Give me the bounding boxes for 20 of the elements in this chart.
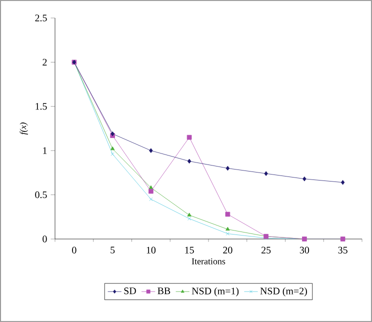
- y-tick-label: 0.5: [35, 191, 47, 198]
- y-tick-label: 1.5: [36, 103, 47, 110]
- x-tick-label: 20: [223, 246, 232, 254]
- y-axis-title: f(x): [20, 122, 28, 135]
- y-tick-label: 1: [43, 147, 47, 154]
- y-tick-label: 2.5: [35, 14, 47, 22]
- legend-label: BB: [158, 288, 170, 294]
- x-tick-label: 10: [146, 246, 156, 254]
- x-axis-title: Iterations: [192, 258, 226, 264]
- x-tick-label: 5: [110, 246, 115, 254]
- legend-label: NSD (m=1): [192, 287, 239, 296]
- legend-label: SD: [124, 288, 136, 294]
- x-tick-label: 25: [262, 246, 271, 254]
- x-tick-label: 15: [185, 246, 194, 254]
- x-tick-label: 0: [72, 246, 76, 254]
- x-tick-label: 35: [338, 246, 348, 254]
- legend-label: NSD (m=2): [260, 287, 307, 296]
- y-tick-label: 2: [42, 58, 47, 66]
- x-tick-label: 30: [300, 246, 310, 254]
- y-tick-label: 0: [42, 236, 47, 242]
